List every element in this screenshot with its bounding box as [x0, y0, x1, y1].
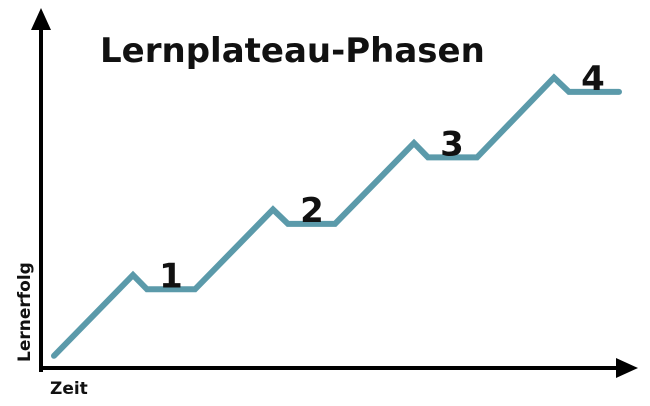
y-axis-arrowhead — [31, 8, 51, 30]
phase-label-1: 1 — [159, 256, 183, 296]
x-axis-label: Zeit — [50, 379, 88, 399]
axes — [31, 8, 638, 378]
x-axis-arrowhead — [616, 358, 638, 378]
phase-label-2: 2 — [300, 191, 324, 231]
phase-label-4: 4 — [581, 59, 605, 99]
y-axis-label: Lernerfolg — [15, 262, 35, 362]
series-layer — [51, 73, 622, 359]
series-line-1 — [51, 73, 622, 359]
phase-labels: 1 2 3 4 — [159, 59, 605, 296]
phase-label-3: 3 — [440, 124, 464, 164]
chart-title: Lernplateau-Phasen — [100, 31, 485, 71]
